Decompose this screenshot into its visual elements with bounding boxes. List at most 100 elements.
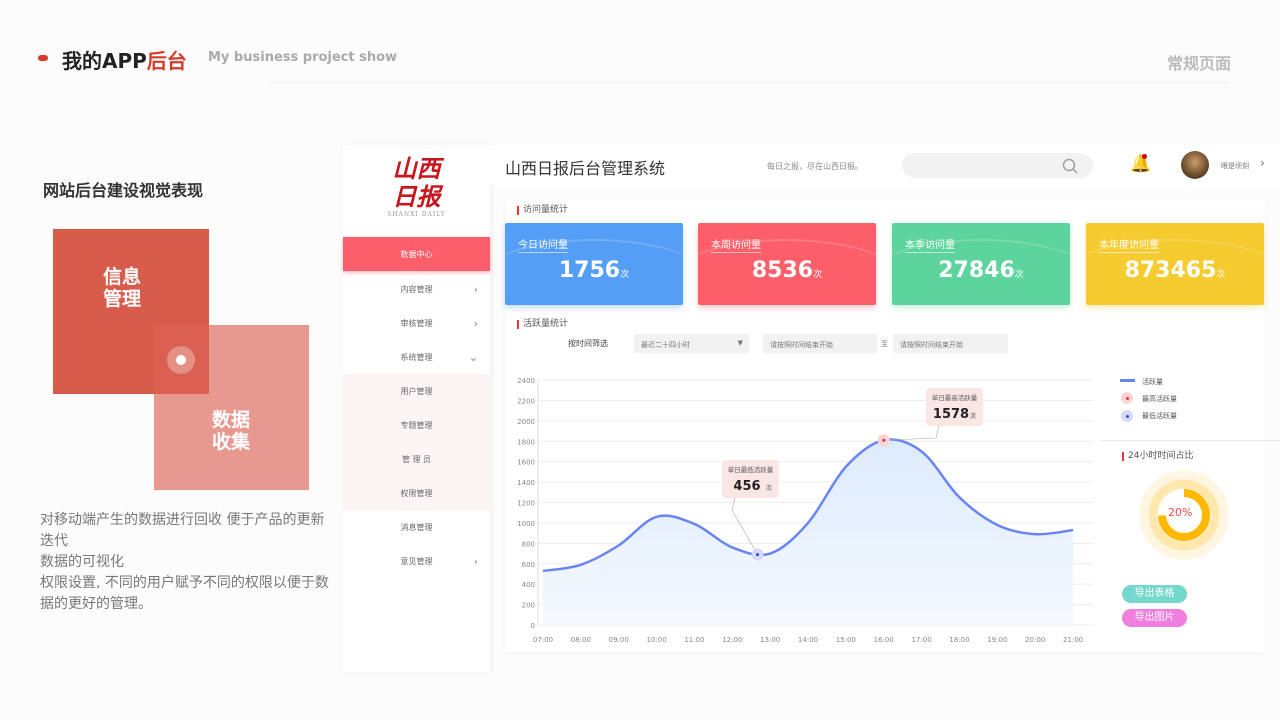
chevron-down-icon: ⌄ (468, 350, 478, 364)
to-label: 至 (881, 340, 888, 348)
max-tooltip-unit: 次 (970, 412, 976, 420)
y-tick-label: 200 (522, 602, 535, 610)
page-type-label: 常规页面 (1167, 54, 1232, 73)
stat-label: 本季访问量 (905, 236, 955, 253)
stat-value: 8536次 (698, 258, 876, 283)
x-tick-label: 14:00 (798, 636, 818, 644)
activity-section-title: 活跃量统计 (517, 320, 568, 329)
export-image-button[interactable]: 导出图片 (1122, 609, 1187, 627)
avatar[interactable] (1181, 151, 1209, 179)
notification-badge (1142, 154, 1147, 159)
slide-subtitle: My business project show (208, 50, 398, 65)
y-tick-label: 1800 (517, 438, 535, 446)
submenu-background (343, 374, 490, 510)
max-tooltip (926, 388, 983, 426)
user-name[interactable]: 眼是顷刻 (1221, 162, 1249, 170)
ratio-section-title: 24小时时间占比 (1122, 452, 1193, 461)
chevron-right-icon: › (473, 554, 478, 568)
box2-line2: 收集 (212, 431, 251, 453)
sidebar-item-label: 消息管理 (400, 522, 433, 532)
sidebar-item[interactable]: 系统管理 ⌄ (343, 340, 490, 374)
y-tick-label: 1600 (517, 459, 535, 467)
stat-card: 本年度访问量 873465次 (1086, 223, 1264, 305)
y-tick-label: 800 (522, 540, 535, 548)
box1-line1: 信息 (103, 266, 142, 288)
ratio-arc (1158, 489, 1210, 541)
chevron-right-icon: › (473, 316, 478, 330)
ratio-donut (1139, 470, 1229, 560)
x-tick-label: 10:00 (646, 636, 666, 644)
visits-section-title: 访问量统计 (517, 206, 568, 215)
x-tick-label: 09:00 (609, 636, 629, 644)
title-main: 我的APP (62, 49, 147, 73)
ratio-value: 20% (1168, 506, 1193, 519)
search-input[interactable] (902, 153, 1093, 178)
area-fill (543, 439, 1074, 625)
filter-label: 按时间筛选 (568, 339, 608, 348)
sidebar-item-label: 专题管理 (400, 420, 433, 430)
stat-unit: 次 (1216, 270, 1226, 280)
min-tooltip-unit: 次 (766, 484, 772, 492)
tagline: 每日之报，尽在山西日报。 (767, 162, 863, 171)
min-tooltip-label: 单日最低活跃量 (728, 465, 774, 474)
stat-unit: 次 (620, 270, 630, 280)
time-range-select[interactable]: 最近二十四小时 ▼ (634, 334, 749, 353)
end-time-input[interactable]: 请按照时间结束开始 (893, 334, 1008, 353)
chevron-right-icon[interactable]: › (1260, 156, 1265, 170)
box2-line1: 数据 (212, 409, 251, 431)
export-table-button[interactable]: 导出表格 (1122, 585, 1187, 603)
bell-icon[interactable]: 🔔 (1130, 154, 1152, 174)
sidebar-item[interactable]: 数据中心 (343, 237, 490, 271)
x-tick-label: 13:00 (760, 636, 780, 644)
sidebar-item[interactable]: 审核管理 › (343, 306, 490, 340)
legend-line-swatch (1120, 379, 1135, 382)
y-tick-label: 2400 (517, 377, 535, 385)
description-line: 数据的可视化 (40, 554, 124, 570)
sidebar-item[interactable]: 意见管理 › (343, 544, 490, 578)
stat-card: 本周访问量 8536次 (698, 223, 876, 305)
stat-number: 873465 (1124, 258, 1217, 283)
stat-value: 1756次 (505, 258, 683, 283)
legend-min-marker (1121, 410, 1133, 422)
x-tick-label: 08:00 (571, 636, 591, 644)
y-tick-label: 2200 (517, 397, 535, 405)
x-tick-label: 16:00 (874, 636, 894, 644)
left-heading: 网站后台建设视觉表现 (43, 181, 204, 200)
max-tooltip-value: 1578 (933, 407, 969, 422)
y-tick-label: 1400 (517, 479, 535, 487)
sidebar-item[interactable]: 管 理 员 (343, 442, 490, 476)
sidebar-item[interactable]: 消息管理 (343, 510, 490, 544)
legend-max-label: 最高活跃量 (1142, 395, 1177, 403)
stat-number: 27846 (938, 258, 1015, 283)
title-bullet (38, 55, 48, 61)
y-tick-label: 0 (531, 622, 535, 630)
title-accent: 后台 (146, 49, 187, 73)
sidebar-item-label: 意见管理 (400, 556, 433, 566)
activity-chart: 0 200 400 600 800 1000 1200 1400 1600 1800 2000 220… (517, 377, 1093, 644)
data-collection-box: 数据 收集 (154, 325, 309, 490)
logo: 山西 日报 SHANXI DAILY (343, 155, 490, 219)
min-tooltip-value: 456 (733, 479, 760, 494)
stat-label: 今日访问量 (518, 236, 568, 253)
max-tooltip-label: 单日最高活跃量 (932, 393, 978, 402)
stat-unit: 次 (1014, 270, 1024, 280)
stat-value: 873465次 (1086, 258, 1264, 283)
search-icon[interactable] (1062, 158, 1078, 174)
stat-label: 本年度访问量 (1099, 236, 1159, 253)
x-tick-label: 12:00 (722, 636, 742, 644)
series-line (542, 438, 1074, 573)
stat-card: 本季访问量 27846次 (892, 223, 1070, 305)
divider (1100, 440, 1280, 441)
chevron-right-icon: › (473, 282, 478, 296)
sidebar-item[interactable]: 内容管理 › (343, 272, 490, 306)
sidebar-item[interactable]: 权限管理 (343, 476, 490, 510)
y-tick-label: 600 (522, 561, 535, 569)
sidebar-item[interactable]: 专题管理 (343, 408, 490, 442)
legend-max-marker (1121, 392, 1133, 404)
description-line: 权限设置, 不同的用户赋予不同的权限以便于数据的更好的管理。 (40, 575, 329, 612)
start-time-input[interactable]: 请按照时间结束开始 (763, 334, 877, 353)
slide-title: 我的APP后台 (62, 45, 187, 74)
wave-decoration (505, 239, 683, 305)
sidebar-item[interactable]: 用户管理 (343, 374, 490, 408)
min-tooltip (722, 460, 779, 498)
